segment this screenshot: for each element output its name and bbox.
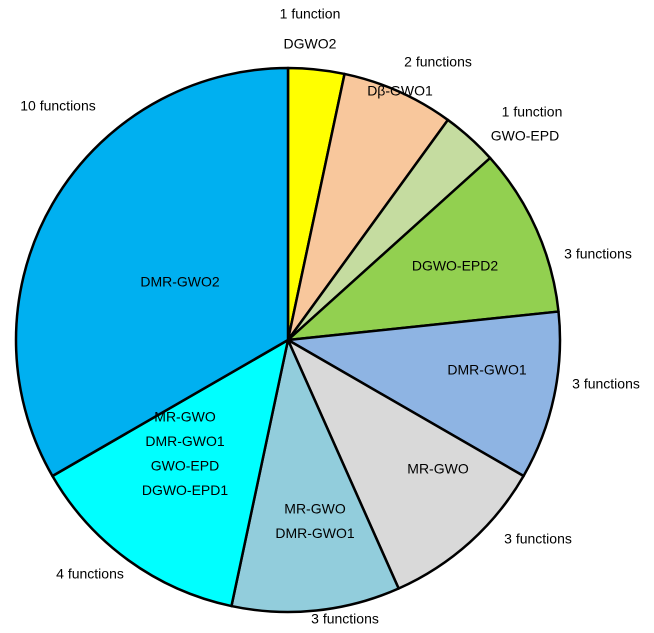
slice [51, 338, 290, 608]
slice [230, 338, 400, 614]
value-label: 1 function [280, 6, 341, 22]
slice-label: GWO-EPD [491, 128, 559, 144]
value-label: 3 functions [311, 611, 379, 627]
slice [286, 156, 560, 342]
slice-label: MR-GWO [407, 461, 469, 477]
value-label: 3 functions [564, 246, 632, 262]
value-label: 3 functions [504, 531, 572, 547]
value-label: 4 functions [56, 566, 124, 582]
slice [286, 338, 525, 590]
value-label: 2 functions [404, 54, 472, 70]
slice-label: MR-GWO [154, 409, 216, 425]
slice-label: DGWO-EPD2 [412, 258, 499, 274]
value-label: 3 functions [572, 376, 640, 392]
slice-label: MR-GWO [284, 501, 346, 517]
slice-label: GWO-EPD [151, 458, 219, 474]
slice-label: DGWO-EPD1 [142, 482, 229, 498]
value-label: 10 functions [20, 98, 96, 114]
slice [286, 310, 562, 478]
slice-label: Dβ-GWO1 [367, 83, 433, 99]
slice-label: DMR-GWO1 [275, 525, 355, 541]
value-label: 1 function [502, 104, 563, 120]
slice-label: DGWO2 [284, 36, 337, 52]
slice-label: DMR-GWO1 [145, 433, 225, 449]
slice-label: DMR-GWO1 [447, 362, 527, 378]
slice-label: DMR-GWO2 [140, 274, 220, 290]
slice [286, 72, 450, 342]
slice [14, 66, 290, 478]
